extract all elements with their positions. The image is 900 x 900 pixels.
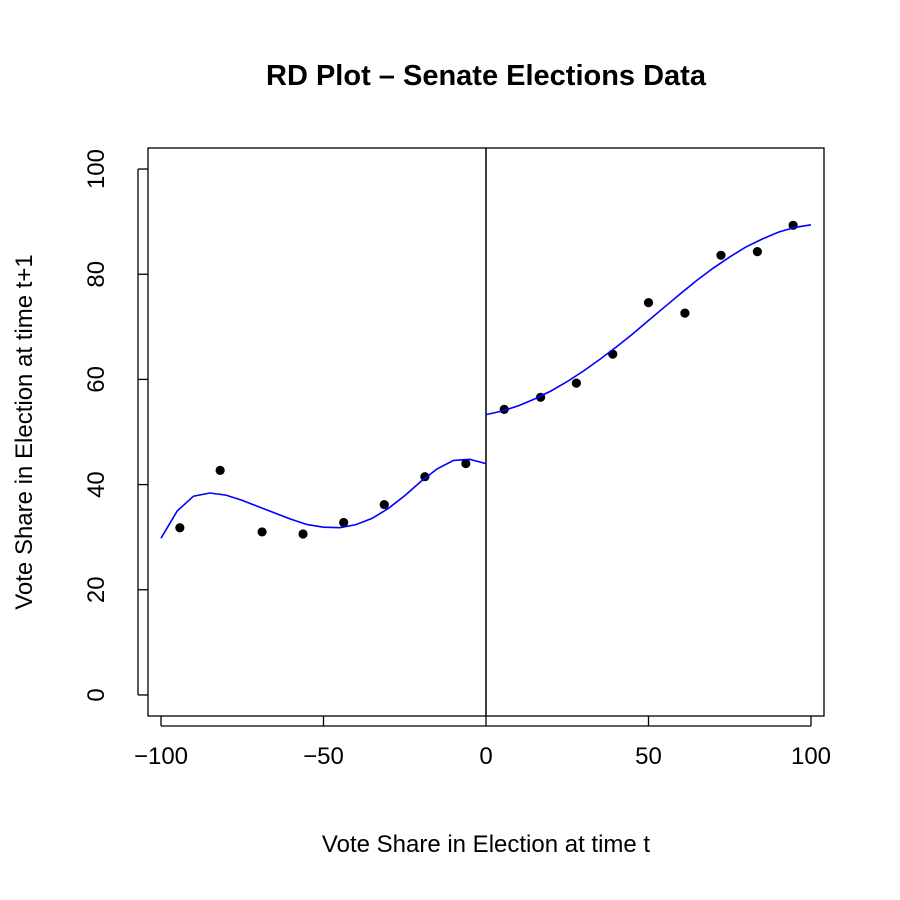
- y-axis-title: Vote Share in Election at time t+1: [11, 254, 38, 610]
- y-tick-label: 100: [83, 149, 110, 189]
- bin-mean-point: [215, 465, 225, 475]
- plot-area: −100 −50 0 50 100 0 20 40 60 80 100: [83, 147, 831, 770]
- y-tick-label: 60: [83, 366, 110, 393]
- x-tick-label: 50: [635, 743, 662, 770]
- fit-line-left: [160, 458, 487, 539]
- bin-mean-point: [420, 472, 430, 482]
- bin-mean-point: [379, 499, 389, 510]
- bin-mean-point: [752, 247, 762, 257]
- x-tick-label: 100: [791, 743, 831, 770]
- chart-title: RD Plot – Senate Elections Data: [266, 60, 707, 92]
- bin-mean-point: [461, 458, 471, 469]
- bin-mean-point: [608, 349, 618, 359]
- fit-line-right: [485, 224, 812, 416]
- bin-mean-point: [680, 308, 690, 318]
- bin-mean-point: [175, 523, 185, 533]
- bin-mean-point: [257, 527, 267, 537]
- bin-mean-point: [298, 529, 308, 539]
- y-tick-label: 80: [83, 261, 110, 288]
- x-tick-label: −100: [134, 743, 188, 770]
- y-tick-label: 20: [83, 576, 110, 603]
- x-tick-label: −50: [303, 743, 344, 770]
- y-tick-label: 40: [83, 471, 110, 498]
- bin-mean-point: [716, 250, 726, 260]
- x-tick-label: 0: [479, 743, 492, 770]
- bin-mean-point: [643, 298, 654, 308]
- y-tick-label: 0: [83, 688, 110, 701]
- x-axis-title: Vote Share in Election at time t: [322, 831, 651, 858]
- bin-mean-point: [339, 517, 349, 528]
- bin-mean-point: [571, 378, 581, 388]
